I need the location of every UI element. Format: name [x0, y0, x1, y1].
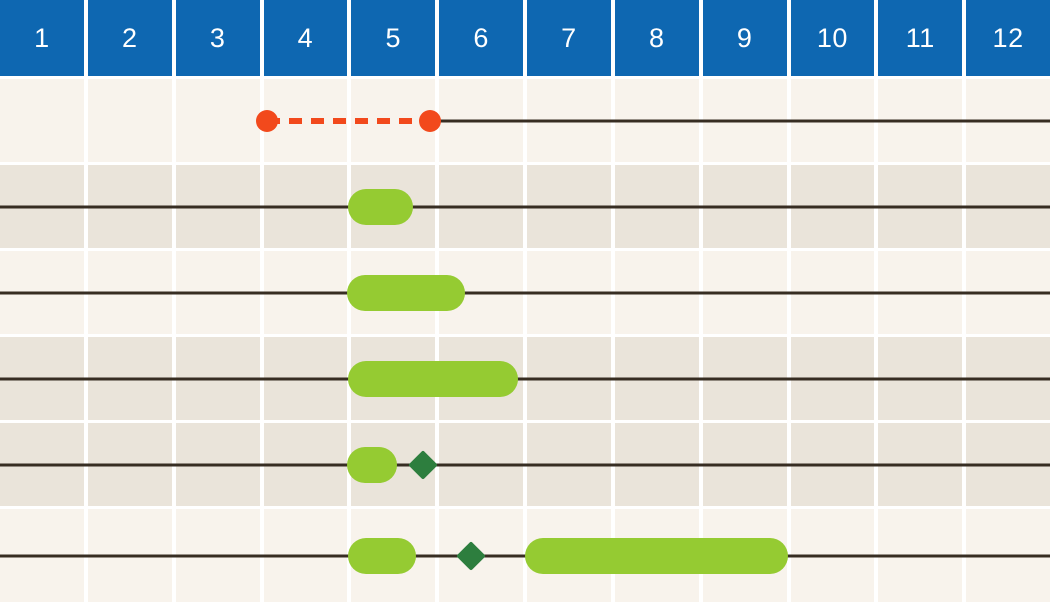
gantt-row-6 — [0, 509, 1050, 602]
month-label: 5 — [385, 22, 401, 53]
month-header-cell-9: 9 — [702, 0, 787, 76]
task-bar[interactable] — [348, 537, 416, 574]
row-baseline — [0, 291, 1050, 294]
range-start-dot[interactable] — [255, 109, 278, 132]
gantt-row-3 — [0, 251, 1050, 334]
range-end-dot[interactable] — [418, 109, 441, 132]
month-label: 7 — [561, 22, 577, 53]
month-label: 12 — [992, 22, 1024, 53]
row-baseline — [0, 463, 1050, 466]
gantt-row-5 — [0, 423, 1050, 506]
month-header-cell-3: 3 — [175, 0, 260, 76]
task-bar[interactable] — [347, 274, 465, 311]
month-label: 3 — [209, 22, 226, 53]
gantt-row-2 — [0, 165, 1050, 248]
month-header-cell-6: 6 — [439, 0, 523, 76]
row-baseline — [0, 377, 1050, 380]
task-bar[interactable] — [525, 537, 788, 574]
month-label: 10 — [816, 22, 848, 53]
month-label: 6 — [473, 22, 489, 53]
grid-cell — [175, 79, 260, 162]
month-header-cell-10: 10 — [790, 0, 875, 76]
month-axis-header: 1 2 3 4 5 6 7 8 9 10 11 12 — [0, 0, 1050, 76]
month-header-cell-8: 8 — [614, 0, 699, 76]
month-header-cell-1: 1 — [0, 0, 84, 76]
task-bar[interactable] — [347, 446, 398, 483]
month-header-cell-12: 12 — [966, 0, 1050, 76]
row-baseline — [0, 205, 1050, 208]
month-header-cell-7: 7 — [527, 0, 611, 76]
dashed-range-connector[interactable] — [266, 117, 430, 124]
task-bar[interactable] — [348, 360, 518, 397]
month-label: 1 — [34, 22, 50, 53]
grid-cell — [0, 79, 84, 162]
month-label: 9 — [736, 22, 753, 53]
month-header-cell-2: 2 — [87, 0, 172, 76]
grid-cell — [87, 79, 172, 162]
gantt-rows — [0, 79, 1050, 602]
gantt-row-1 — [0, 79, 1050, 162]
month-label: 2 — [121, 22, 138, 53]
month-label: 11 — [905, 22, 935, 53]
gantt-row-4 — [0, 337, 1050, 420]
month-header-cell-11: 11 — [878, 0, 963, 76]
month-label: 8 — [648, 22, 665, 53]
month-label: 4 — [297, 22, 314, 53]
month-header-cell-5: 5 — [351, 0, 436, 76]
task-bar[interactable] — [348, 188, 413, 225]
month-header-cell-4: 4 — [263, 0, 348, 76]
row-baseline — [429, 119, 1050, 122]
